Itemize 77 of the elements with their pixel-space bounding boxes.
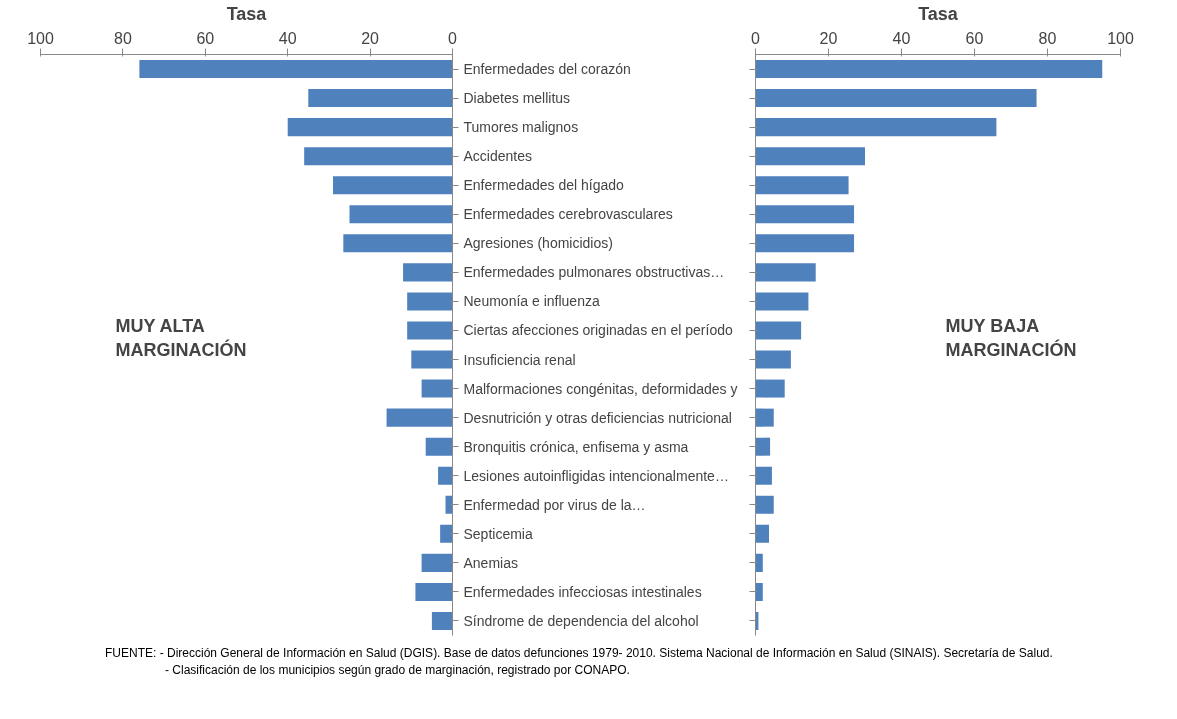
y-tick-label: Anemias (463, 554, 518, 571)
bar (333, 176, 453, 195)
x-axis-title: Tasa (918, 3, 959, 24)
y-tick-label: Malformaciones congénitas, deformidades y (463, 380, 738, 397)
x-tick-label: 60 (965, 29, 984, 47)
bar (411, 350, 453, 369)
y-tick-label: Enfermedades pulmonares obstructivas… (463, 264, 725, 281)
bar (287, 118, 453, 137)
bar (755, 176, 849, 195)
bar (431, 611, 453, 630)
bar (755, 408, 774, 427)
bar (755, 524, 769, 543)
bar (755, 147, 865, 166)
bar (755, 321, 802, 340)
x-tick-label: 40 (892, 29, 911, 47)
bar (425, 437, 453, 456)
y-tick-label: Ciertas afecciones originadas en el período (463, 322, 733, 339)
y-tick-label: Enfermedades infecciosas intestinales (463, 583, 702, 600)
y-tick-label: Enfermedades del corazón (463, 61, 631, 78)
bar (421, 553, 453, 572)
annotation: MUY BAJA MARGINACIÓN (945, 315, 1077, 360)
bar (755, 234, 855, 253)
y-tick-label: Agresiones (homicidios) (463, 235, 613, 252)
bar (755, 292, 809, 311)
bar (755, 582, 763, 601)
source-note: FUENTE: - Dirección General de Información en Salud (DGIS). Base de datos defunciones 1979- 2010. Sistema Nacional de Información en Salud (SINAIS). Secretaría de Salud. (105, 645, 1053, 662)
y-tick-label: Lesiones autoinfligidas intencionalmente… (463, 467, 729, 484)
y-tick-label: Accidentes (463, 148, 532, 165)
x-tick-label: 80 (1038, 29, 1057, 47)
bar (438, 466, 453, 485)
bar (755, 553, 763, 572)
bar (308, 89, 453, 108)
bar (386, 408, 453, 427)
y-tick-label: Enfermedades cerebrovasculares (463, 206, 673, 223)
y-tick-label: Tumores malignos (463, 119, 579, 136)
bar (755, 466, 772, 485)
bar (415, 582, 453, 601)
bar (407, 321, 453, 340)
bar (755, 205, 855, 224)
bar (755, 118, 997, 137)
y-tick-label: Diabetes mellitus (463, 90, 571, 107)
bar (755, 60, 1103, 79)
bar (139, 60, 453, 79)
x-tick-label: 40 (278, 29, 297, 47)
y-tick-label: Neumonía e influenza (463, 293, 600, 310)
bar (755, 437, 771, 456)
bar (407, 292, 453, 311)
y-tick-label: Síndrome de dependencia del alcohol (463, 612, 699, 629)
bar (445, 495, 453, 514)
y-tick-label: Insuficiencia renal (463, 351, 576, 368)
bar (440, 524, 453, 543)
x-tick-label: 80 (114, 29, 132, 47)
x-tick-label: 0 (751, 29, 761, 47)
x-tick-label: 0 (448, 29, 458, 47)
y-tick-label: Enfermedad por virus de la… (463, 496, 646, 513)
annotation: MUY ALTA MARGINACIÓN (115, 315, 247, 360)
bar (755, 379, 785, 398)
bar (755, 350, 791, 369)
x-tick-label: 20 (361, 29, 380, 47)
y-tick-label: Septicemia (463, 525, 533, 542)
x-axis-title: Tasa (226, 3, 268, 24)
text: - Clasificación de los municipios según grado de marginación, registrado por CONAPO. (165, 662, 631, 680)
bar (403, 263, 453, 282)
bar (343, 234, 453, 253)
bar (755, 495, 774, 514)
x-tick-label: 60 (196, 29, 215, 47)
bar (755, 89, 1037, 108)
bar (421, 379, 453, 398)
x-tick-label: 100 (1107, 29, 1134, 47)
y-tick-label: Desnutrición y otras deficiencias nutricional (463, 409, 732, 426)
bar (755, 263, 816, 282)
y-tick-label: Enfermedades del hígado (463, 177, 625, 194)
bar (349, 205, 453, 224)
x-tick-label: 20 (819, 29, 838, 47)
y-tick-label: Bronquitis crónica, enfisema y asma (463, 438, 689, 455)
x-tick-label: 100 (27, 29, 54, 47)
bar (304, 147, 453, 166)
